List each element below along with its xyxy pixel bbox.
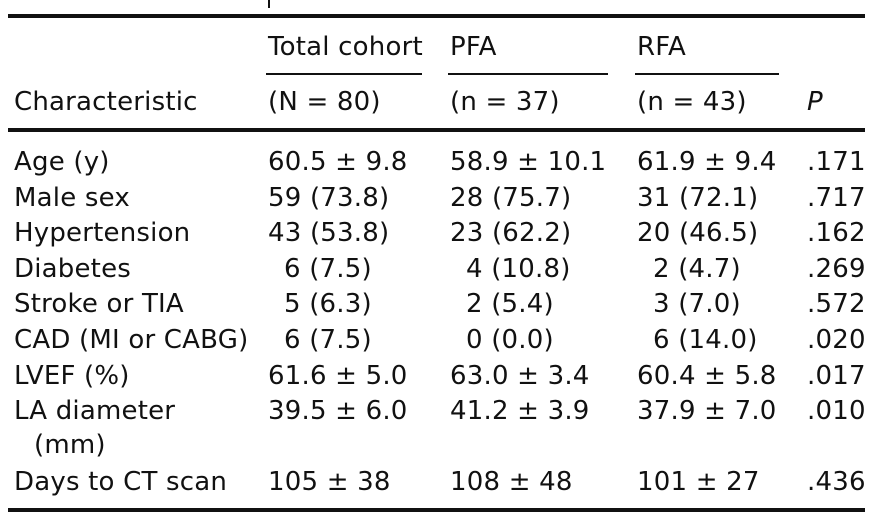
row-rfa: 61.9 ± 9.4 bbox=[637, 147, 777, 177]
row-total: 6 (7.5) bbox=[284, 254, 372, 284]
row-p: .162 bbox=[807, 218, 866, 248]
row-label-continued: (mm) bbox=[34, 430, 106, 460]
row-total: 5 (6.3) bbox=[284, 289, 372, 319]
row-p: .171 bbox=[807, 147, 866, 177]
row-label: Hypertension bbox=[14, 218, 191, 248]
row-rfa: 20 (46.5) bbox=[637, 218, 759, 248]
row-pfa: 108 ± 48 bbox=[450, 467, 573, 497]
row-total: 43 (53.8) bbox=[268, 218, 390, 248]
row-p: .017 bbox=[807, 361, 866, 391]
row-pfa: 2 (5.4) bbox=[466, 289, 554, 319]
row-label: CAD (MI or CABG) bbox=[14, 325, 249, 355]
row-p: .020 bbox=[807, 325, 866, 355]
row-pfa: 28 (75.7) bbox=[450, 183, 572, 213]
header-pfa-n: (n = 37) bbox=[450, 87, 560, 117]
table-top-rule bbox=[8, 14, 865, 18]
row-rfa: 101 ± 27 bbox=[637, 467, 760, 497]
row-total: 61.6 ± 5.0 bbox=[268, 361, 408, 391]
row-label: LA diameter bbox=[14, 396, 176, 426]
row-total: 59 (73.8) bbox=[268, 183, 390, 213]
header-total-n: (N = 80) bbox=[268, 87, 381, 117]
header-span-pfa bbox=[448, 73, 608, 75]
row-p: .572 bbox=[807, 289, 866, 319]
row-rfa: 3 (7.0) bbox=[653, 289, 741, 319]
header-characteristic: Characteristic bbox=[14, 87, 198, 117]
row-label: LVEF (%) bbox=[14, 361, 130, 391]
header-p-value: P bbox=[807, 87, 823, 117]
row-total: 105 ± 38 bbox=[268, 467, 391, 497]
row-pfa: 23 (62.2) bbox=[450, 218, 572, 248]
row-total: 39.5 ± 6.0 bbox=[268, 396, 408, 426]
row-rfa: 2 (4.7) bbox=[653, 254, 741, 284]
row-pfa: 4 (10.8) bbox=[466, 254, 571, 284]
row-p: .010 bbox=[807, 396, 866, 426]
row-total: 6 (7.5) bbox=[284, 325, 372, 355]
table-header-rule bbox=[8, 128, 865, 132]
row-label: Stroke or TIA bbox=[14, 289, 184, 319]
row-label: Diabetes bbox=[14, 254, 132, 284]
row-pfa: 0 (0.0) bbox=[466, 325, 554, 355]
row-label: Male sex bbox=[14, 183, 130, 213]
row-p: .717 bbox=[807, 183, 866, 213]
header-rfa-n: (n = 43) bbox=[637, 87, 747, 117]
table-bottom-rule bbox=[8, 508, 865, 512]
row-rfa: 6 (14.0) bbox=[653, 325, 758, 355]
row-label: Days to CT scan bbox=[14, 467, 228, 497]
row-total: 60.5 ± 9.8 bbox=[268, 147, 408, 177]
row-pfa: 63.0 ± 3.4 bbox=[450, 361, 590, 391]
row-p: .436 bbox=[807, 467, 866, 497]
header-span-rfa bbox=[635, 73, 779, 75]
row-rfa: 60.4 ± 5.8 bbox=[637, 361, 777, 391]
caption-tick bbox=[268, 0, 270, 8]
header-rfa: RFA bbox=[637, 32, 687, 62]
row-p: .269 bbox=[807, 254, 866, 284]
row-pfa: 41.2 ± 3.9 bbox=[450, 396, 590, 426]
row-pfa: 58.9 ± 10.1 bbox=[450, 147, 607, 177]
row-rfa: 37.9 ± 7.0 bbox=[637, 396, 777, 426]
header-span-total bbox=[266, 73, 422, 75]
row-label: Age (y) bbox=[14, 147, 110, 177]
header-total-cohort: Total cohort bbox=[268, 32, 423, 62]
row-rfa: 31 (72.1) bbox=[637, 183, 759, 213]
header-pfa: PFA bbox=[450, 32, 497, 62]
